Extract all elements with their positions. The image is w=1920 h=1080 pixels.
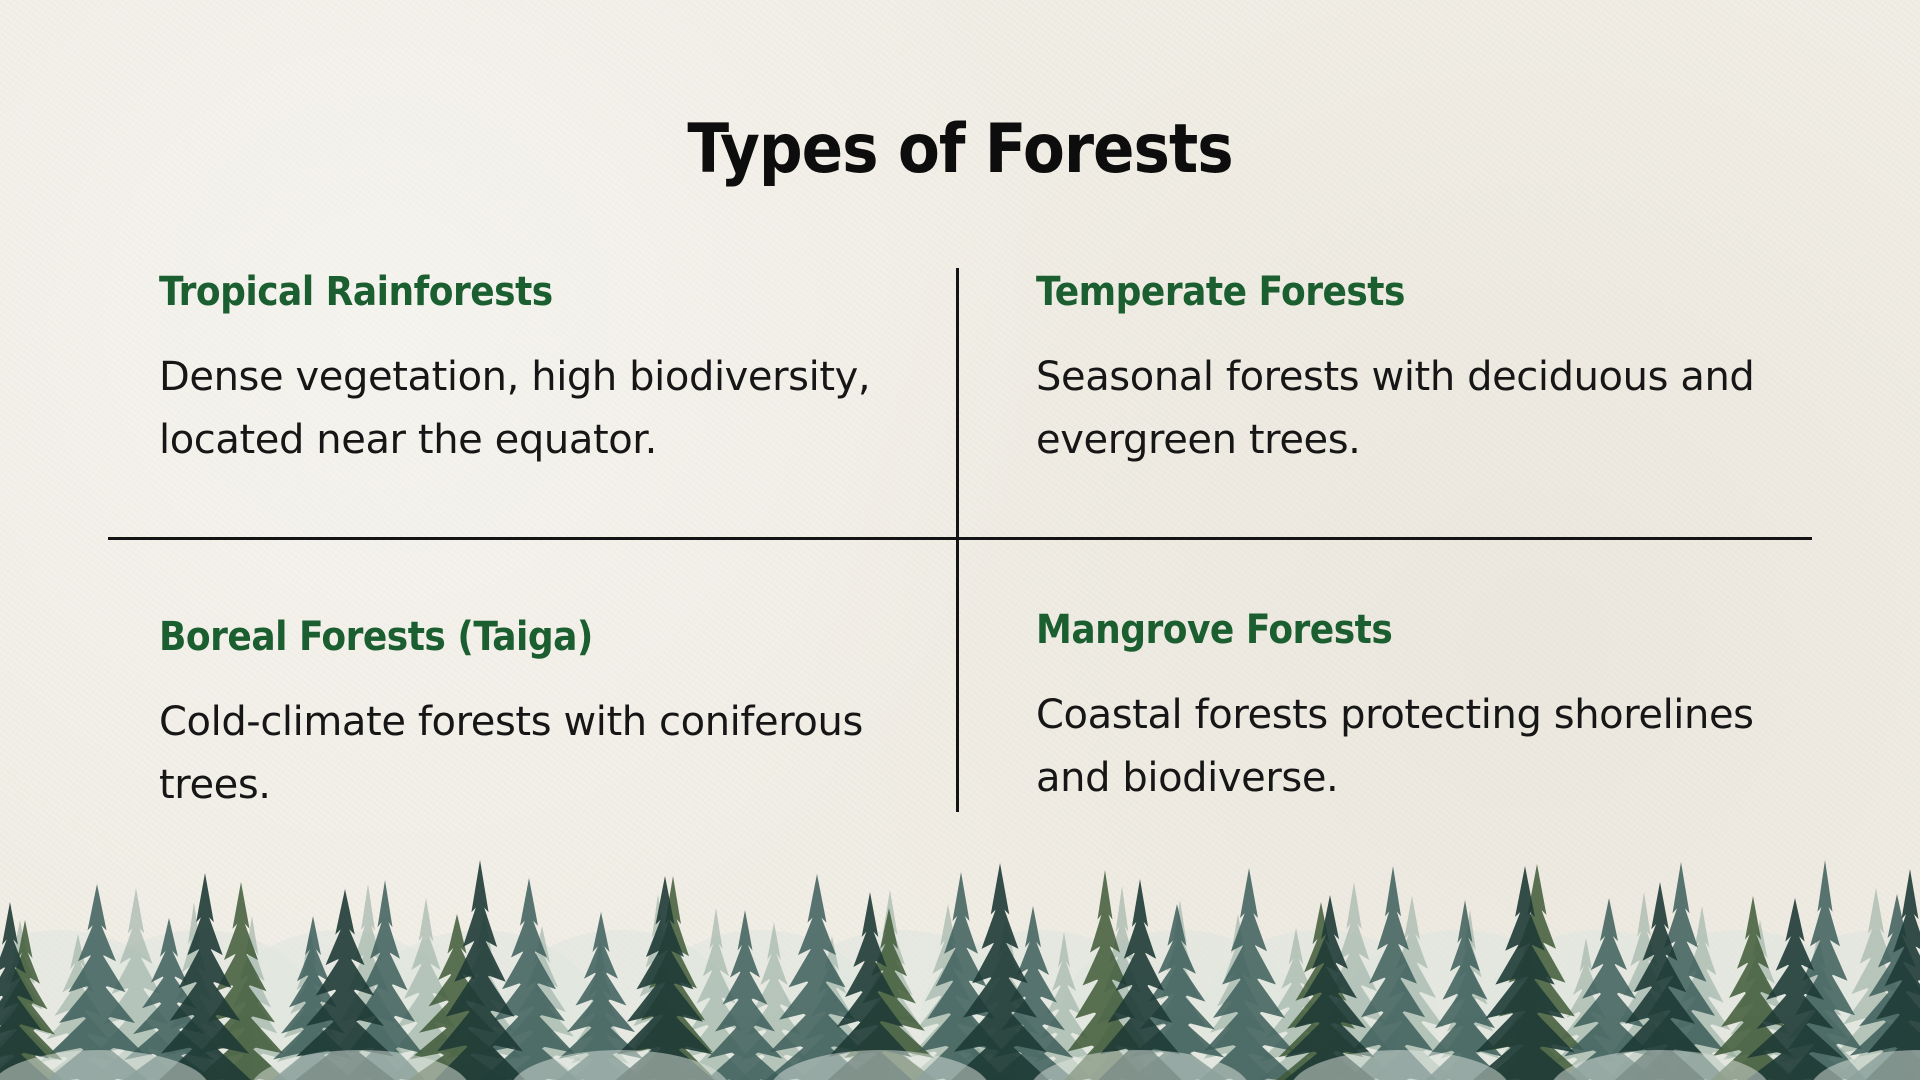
mist-shape [1813,1050,1920,1080]
mist-shape [1553,1050,1767,1080]
pine-tree-front [951,863,1049,1080]
card-heading: Mangrove Forests [1036,607,1393,653]
pine-tree-front [1746,898,1844,1080]
pine-forest-illustration [0,840,1920,1080]
card-temperate-forests: Temperate Forests Seasonal forests with … [1036,264,1756,472]
pine-tree-middle [706,910,784,1080]
card-body: Seasonal forests with deciduous and ever… [1036,354,1755,463]
card-heading: Boreal Forests (Taiga) [159,614,593,660]
mist-shape [253,1050,467,1080]
mist-shape [513,1050,727,1080]
pine-trees-icon [0,860,1920,1080]
card-heading: Temperate Forests [1036,269,1405,315]
pine-tree-front [434,860,526,1080]
mist-shape [773,1050,987,1080]
mist-shape [1293,1050,1507,1080]
mist-shape [1033,1050,1247,1080]
card-tropical-rainforests: Tropical Rainforests Dense vegetation, h… [159,264,879,472]
pine-tree-front [159,873,251,1080]
card-boreal-forests: Boreal Forests (Taiga) Cold-climate fore… [159,609,879,817]
page-title: Types of Forests [687,110,1233,189]
mist-shape [0,1050,207,1080]
pine-tree-middle [195,882,287,1080]
card-body: Dense vegetation, high biodiversity, loc… [159,354,871,463]
pine-tree-front [1472,866,1578,1080]
pine-tree-middle [1199,868,1299,1080]
card-body: Coastal forests protecting shorelines an… [1036,692,1754,801]
card-mangrove-forests: Mangrove Forests Coastal forests protect… [1036,602,1756,810]
card-heading: Tropical Rainforests [159,269,553,315]
card-body: Cold-climate forests with coniferous tre… [159,699,863,808]
horizontal-divider [108,537,1812,540]
vertical-divider [956,268,959,812]
